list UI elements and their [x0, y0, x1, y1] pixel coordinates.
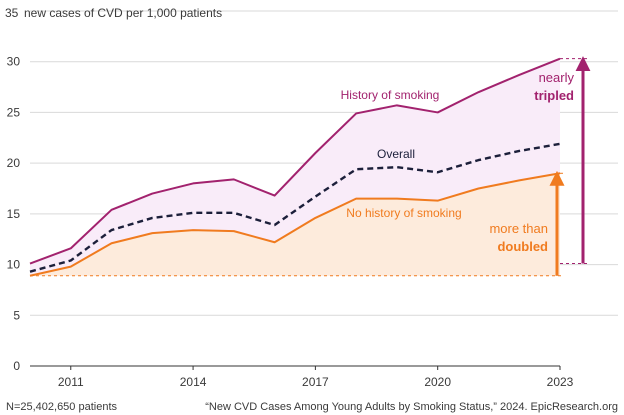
x-tick-labels: 2011 2014 2017 2020 2023 [58, 375, 574, 389]
y-tick-20: 20 [7, 156, 21, 170]
y-tick-10: 10 [7, 258, 21, 272]
series-line-history-of-smoking [29, 57, 561, 265]
x-tick-2023: 2023 [547, 375, 574, 389]
footer-sample-size: N=25,402,650 patients [6, 401, 118, 413]
y-tick-0: 0 [13, 359, 20, 373]
footer-source: “New CVD Cases Among Young Adults by Smo… [205, 401, 618, 413]
y-tick-30: 30 [7, 55, 21, 69]
annotation-doubled-line2: doubled [497, 239, 548, 254]
annotation-tripled-line2: tripled [534, 88, 574, 103]
series-label-no-history-of-smoking: No history of smoking [346, 206, 461, 220]
x-tick-2011: 2011 [58, 375, 84, 389]
series-line-no-history-of-smoking [29, 172, 561, 277]
y-tick-15: 15 [7, 207, 21, 221]
y-tick-labels: 0 5 10 15 20 25 30 35 [5, 6, 20, 373]
y-tick-35: 35 [5, 6, 19, 20]
annotation-tripled-line1: nearly [539, 70, 575, 85]
x-tick-2020: 2020 [424, 375, 451, 389]
x-tick-2017: 2017 [302, 375, 329, 389]
series-label-history-of-smoking: History of smoking [341, 88, 440, 102]
x-tick-2014: 2014 [180, 375, 207, 389]
area-no-history-of-smoking [30, 173, 560, 276]
y-tick-25: 25 [7, 105, 21, 119]
y-tick-5: 5 [13, 308, 20, 322]
x-axis [30, 365, 561, 370]
series-label-overall: Overall [377, 147, 415, 161]
annotation-doubled-line1: more than [489, 221, 548, 236]
y-axis-label: new cases of CVD per 1,000 patients [24, 6, 222, 20]
series-areas [30, 58, 560, 276]
annotations: nearly tripled more than doubled [30, 56, 591, 277]
series-lines [29, 57, 561, 277]
series-line-overall [29, 142, 561, 273]
